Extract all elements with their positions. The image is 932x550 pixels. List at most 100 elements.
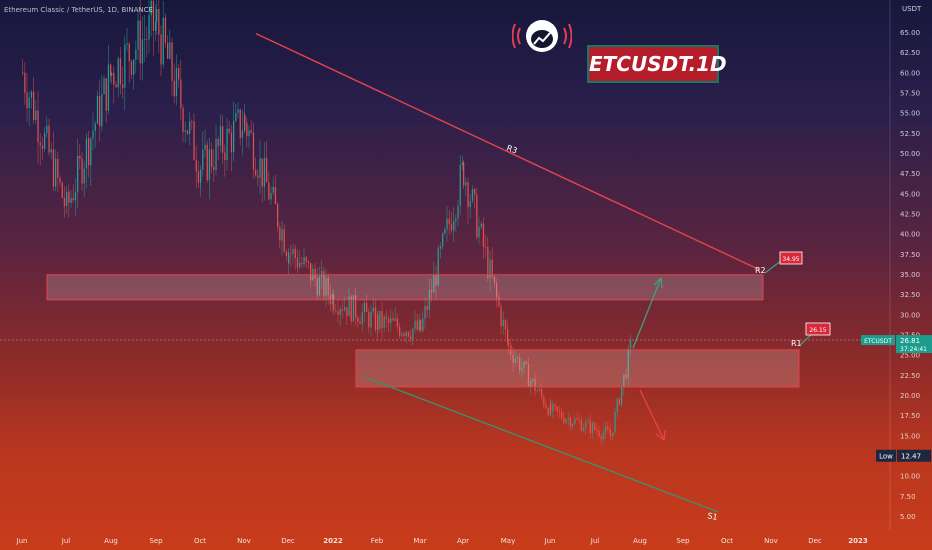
candle-body	[478, 226, 480, 238]
candle-body	[607, 426, 609, 430]
candle-body	[26, 92, 28, 109]
y-tick-label: 45.00	[900, 190, 920, 198]
candle-body	[514, 358, 516, 363]
x-tick-label: Oct	[721, 537, 733, 545]
symbol-header: Ethereum Classic / TetherUS, 1D, BINANCE	[4, 6, 153, 14]
candle-body	[48, 125, 50, 153]
candle-body	[359, 321, 361, 324]
candle-body	[346, 307, 348, 316]
candle-body	[281, 229, 283, 241]
candle-body	[321, 271, 323, 277]
candle-body	[377, 314, 379, 329]
candle-body	[148, 15, 150, 40]
candle-body	[459, 165, 461, 206]
candle-body	[623, 374, 625, 388]
candle-body	[565, 419, 567, 423]
candle-body	[350, 296, 352, 322]
candle-body	[57, 158, 59, 178]
candle-body	[591, 422, 594, 434]
candle-body	[255, 169, 257, 176]
candle-body	[476, 194, 478, 238]
y-tick-label: 5.00	[900, 513, 916, 521]
candle-body	[433, 274, 435, 293]
candle-body	[450, 224, 453, 231]
candle-body	[508, 342, 510, 346]
candle-body	[184, 130, 186, 132]
price-tag-symbol-box	[861, 335, 895, 346]
low-tag-label: Low	[879, 453, 893, 461]
candle-body	[219, 126, 222, 146]
candle-body	[399, 326, 401, 336]
label-r3: R3	[505, 143, 518, 155]
candle-body	[178, 67, 180, 80]
candle-body	[144, 39, 146, 41]
candle-body	[444, 229, 446, 234]
candle-body	[137, 20, 139, 50]
candle-body	[516, 357, 519, 359]
candle-body	[156, 8, 158, 22]
candle-body	[110, 64, 112, 76]
x-tick-label: 2022	[323, 537, 343, 545]
candle-body	[246, 122, 248, 137]
candle-body	[550, 403, 552, 412]
candle-body	[122, 84, 124, 88]
candle-body	[339, 309, 341, 315]
candle-body	[401, 333, 403, 336]
candle-body	[173, 80, 175, 97]
y-tick-label: 42.50	[900, 211, 920, 219]
candle-body	[418, 319, 421, 330]
trendline-r3	[255, 32, 761, 271]
candle-body	[202, 149, 204, 170]
x-tick-label: Apr	[457, 537, 469, 545]
candle-body	[467, 182, 469, 208]
y-tick-label: 30.00	[900, 311, 920, 319]
candle-body	[589, 420, 591, 434]
candle-body	[594, 422, 596, 430]
price-tag-countdown: 37:24:41	[900, 346, 927, 353]
price-tag-value: 26.81	[900, 337, 920, 345]
candle-body	[616, 398, 618, 413]
trendlines-layer: R3 S1	[0, 32, 890, 522]
candle-body	[150, 0, 152, 16]
candle-body	[545, 405, 547, 409]
candle-body	[453, 221, 455, 231]
y-tick-label: 15.00	[900, 432, 920, 440]
candle-body	[561, 411, 563, 418]
candle-body	[261, 158, 263, 187]
candle-body	[554, 404, 556, 407]
candle-body	[412, 328, 414, 339]
arrow-down-head-icon	[655, 429, 666, 441]
candle-body	[442, 233, 444, 247]
candle-body	[305, 257, 307, 262]
x-tick-label: Oct	[194, 537, 206, 545]
candle-body	[370, 311, 372, 328]
candle-body	[357, 317, 359, 322]
candle-body	[407, 331, 410, 337]
candle-body	[335, 310, 337, 312]
candle-body	[403, 333, 405, 336]
candle-body	[191, 121, 193, 123]
x-tick-label: Nov	[764, 537, 778, 545]
candle-body	[133, 59, 135, 75]
candle-body	[327, 277, 329, 295]
candle-body	[22, 72, 24, 74]
candle-body	[493, 276, 496, 284]
candle-body	[33, 91, 35, 120]
candle-body	[162, 17, 164, 65]
candle-body	[290, 252, 292, 254]
label-s1: S1	[707, 511, 719, 522]
candle-body	[195, 160, 197, 172]
candle-body	[361, 312, 363, 324]
candle-body	[552, 404, 554, 412]
y-tick-label: 50.00	[900, 150, 920, 158]
candle-body	[146, 39, 148, 41]
candle-body	[74, 192, 77, 201]
candle-body	[257, 175, 259, 178]
candle-body	[113, 72, 115, 85]
candle-body	[600, 436, 602, 440]
candle-body	[211, 149, 213, 168]
candle-body	[426, 306, 428, 310]
candle-body	[465, 182, 467, 186]
candle-body	[135, 49, 137, 60]
candle-body	[489, 259, 491, 278]
